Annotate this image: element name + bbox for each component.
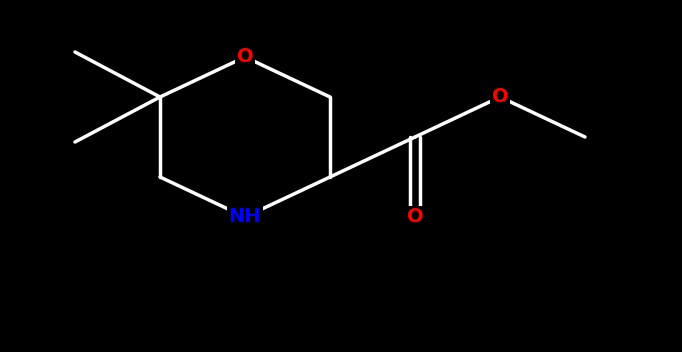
Text: NH: NH [228, 207, 261, 226]
Text: O: O [492, 88, 508, 107]
Text: O: O [406, 207, 424, 226]
Text: O: O [237, 48, 253, 67]
